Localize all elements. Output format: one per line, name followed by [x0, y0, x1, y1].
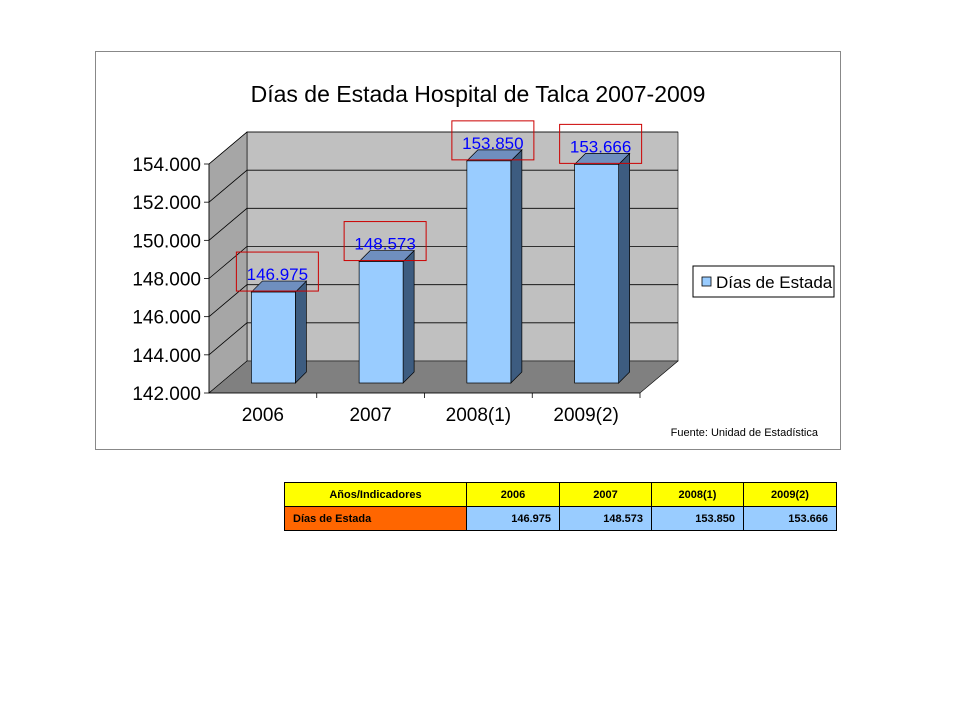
data-label-box [343, 221, 427, 262]
bar [466, 160, 512, 384]
y-tick-label: 146.000 [132, 308, 201, 329]
table-header-cell: 2006 [466, 482, 560, 507]
legend-box [692, 265, 835, 298]
table-cell: 153.666 [743, 506, 837, 531]
chart-title: Días de Estada Hospital de Talca 2007-20… [251, 81, 706, 107]
chart-frame: Días de Estada Hospital de Talca 2007-20… [95, 51, 841, 450]
table-cell: 153.850 [651, 506, 744, 531]
gridline [208, 207, 678, 241]
gridline [208, 169, 678, 203]
table-header-cell: Años/Indicadores [284, 482, 467, 507]
table-header-cell: 2007 [559, 482, 652, 507]
y-tick-label: 152.000 [132, 193, 201, 214]
data-label-box [235, 251, 319, 292]
legend-swatch [701, 276, 712, 287]
legend: Días de Estada [692, 265, 835, 298]
bar-side [510, 149, 523, 384]
bar-side [402, 249, 415, 384]
bar-chart: Días de Estada Hospital de Talca 2007-20… [132, 81, 835, 439]
x-tick-label: 2006 [242, 405, 284, 426]
bar [251, 291, 296, 384]
gridline [208, 322, 678, 356]
gridline [208, 246, 678, 279]
data-label: 148.573 [354, 235, 415, 254]
y-tick-label: 148.000 [132, 270, 201, 291]
data-label: 146.975 [247, 265, 308, 284]
data-label: 153.666 [570, 137, 631, 156]
y-tick-label: 150.000 [132, 231, 201, 252]
table-header-cell: 2009(2) [743, 482, 837, 507]
table-cell: 148.573 [559, 506, 652, 531]
table-row-label: Días de Estada [284, 506, 467, 531]
bar-side [618, 152, 630, 384]
table-header-cell: 2008(1) [651, 482, 744, 507]
table-cell: 146.975 [466, 506, 560, 531]
bar [574, 164, 619, 384]
y-tick-label: 142.000 [132, 384, 201, 405]
table-header-row: Años/Indicadores 2006 2007 2008(1) 2009(… [284, 482, 837, 507]
data-label-box [451, 120, 535, 161]
bar-side [295, 280, 307, 384]
gridline [208, 284, 678, 317]
data-table: Años/Indicadores 2006 2007 2008(1) 2009(… [284, 482, 837, 531]
x-tick-label: 2009(2) [553, 405, 619, 426]
data-label-box [559, 123, 643, 164]
x-tick-label: 2007 [349, 405, 391, 426]
x-tick-label: 2008(1) [446, 405, 512, 426]
bar [358, 261, 404, 384]
source-note: Fuente: Unidad de Estadística [671, 427, 819, 439]
data-label: 153.850 [462, 134, 523, 153]
y-tick-label: 144.000 [132, 346, 201, 367]
y-tick-label: 154.000 [132, 155, 201, 176]
legend-label: Días de Estada [716, 273, 833, 292]
table-row: Días de Estada 146.975 148.573 153.850 1… [284, 506, 837, 531]
